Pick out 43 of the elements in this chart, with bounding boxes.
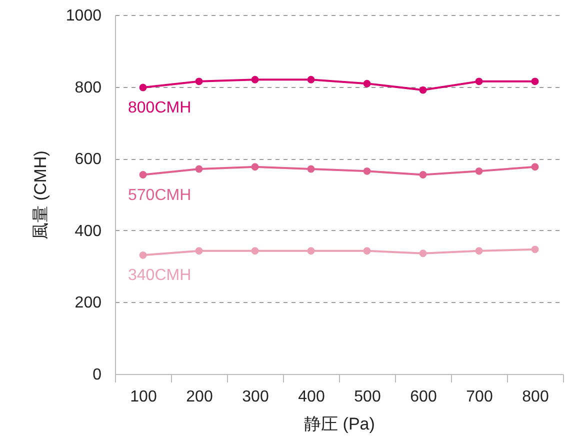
x-tick-label: 600 bbox=[410, 388, 437, 406]
point bbox=[195, 165, 203, 173]
x-tick-label: 300 bbox=[242, 388, 269, 406]
x-axis-title: 静圧 (Pa) bbox=[304, 414, 375, 434]
point bbox=[251, 76, 259, 84]
y-tick-label: 1000 bbox=[66, 8, 102, 24]
point bbox=[531, 78, 539, 86]
x-tick-label: 800 bbox=[522, 388, 549, 406]
series-label: 570CMH bbox=[128, 186, 192, 204]
point bbox=[307, 165, 315, 173]
x-tick-label: 500 bbox=[354, 388, 381, 406]
y-axis-title: 風量 (CMH) bbox=[30, 150, 50, 240]
series-label: 340CMH bbox=[128, 267, 192, 284]
point bbox=[139, 84, 147, 92]
point bbox=[531, 163, 539, 171]
point bbox=[419, 86, 427, 94]
point bbox=[363, 80, 371, 88]
point bbox=[307, 247, 315, 255]
point bbox=[363, 247, 371, 255]
point bbox=[475, 167, 483, 175]
point bbox=[139, 251, 147, 259]
point bbox=[419, 171, 427, 178]
point bbox=[475, 247, 483, 255]
y-tick-label: 200 bbox=[74, 294, 102, 312]
point bbox=[195, 78, 203, 86]
x-tick-label: 400 bbox=[298, 388, 325, 406]
point bbox=[531, 246, 539, 254]
y-tick-label: 400 bbox=[74, 222, 102, 240]
point bbox=[363, 167, 371, 175]
y-tick-label: 800 bbox=[74, 79, 102, 96]
point bbox=[195, 247, 203, 255]
point bbox=[419, 250, 427, 258]
x-tick-label: 700 bbox=[466, 388, 493, 406]
y-tick-label: 600 bbox=[74, 151, 102, 168]
x-tick-label: 100 bbox=[130, 388, 157, 406]
point bbox=[251, 247, 259, 255]
y-tick-label: 0 bbox=[92, 366, 102, 384]
point bbox=[251, 163, 259, 171]
point bbox=[475, 78, 483, 86]
series-label: 800CMH bbox=[128, 100, 192, 117]
point bbox=[307, 76, 315, 84]
x-tick-label: 200 bbox=[186, 388, 213, 406]
point bbox=[139, 171, 147, 178]
